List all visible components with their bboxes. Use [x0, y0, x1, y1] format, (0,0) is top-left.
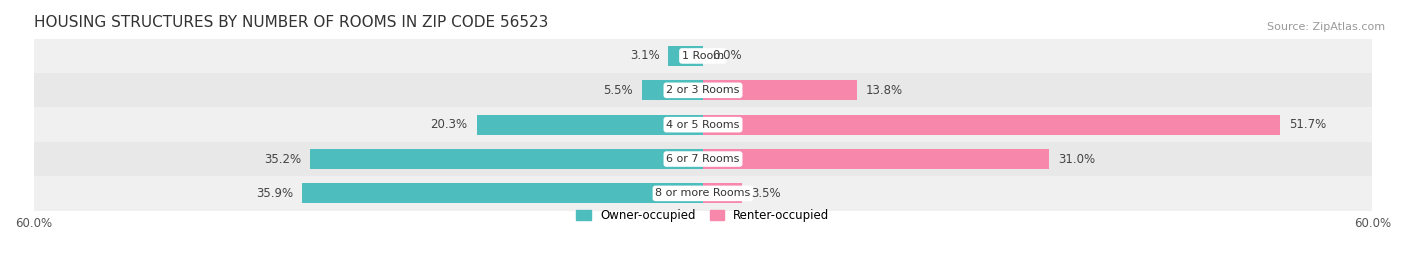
Text: 4 or 5 Rooms: 4 or 5 Rooms: [666, 120, 740, 130]
Text: 1 Room: 1 Room: [682, 51, 724, 61]
Text: 0.0%: 0.0%: [711, 49, 741, 62]
Text: 51.7%: 51.7%: [1289, 118, 1326, 131]
Text: 2 or 3 Rooms: 2 or 3 Rooms: [666, 85, 740, 95]
Bar: [703, 80, 858, 100]
Bar: [34, 39, 1372, 73]
Text: 13.8%: 13.8%: [866, 84, 903, 97]
Text: 31.0%: 31.0%: [1057, 153, 1095, 165]
Bar: [34, 142, 1372, 176]
Text: 35.2%: 35.2%: [264, 153, 301, 165]
Text: 3.5%: 3.5%: [751, 187, 780, 200]
Bar: [34, 73, 1372, 108]
Text: 6 or 7 Rooms: 6 or 7 Rooms: [666, 154, 740, 164]
Legend: Owner-occupied, Renter-occupied: Owner-occupied, Renter-occupied: [576, 209, 830, 222]
Bar: [302, 183, 703, 203]
Bar: [34, 176, 1372, 211]
Bar: [668, 46, 703, 66]
Bar: [703, 149, 1049, 169]
Text: 35.9%: 35.9%: [256, 187, 294, 200]
Text: 3.1%: 3.1%: [630, 49, 659, 62]
Bar: [641, 80, 703, 100]
Text: 5.5%: 5.5%: [603, 84, 633, 97]
Bar: [703, 115, 1279, 135]
Text: 8 or more Rooms: 8 or more Rooms: [655, 188, 751, 199]
Text: HOUSING STRUCTURES BY NUMBER OF ROOMS IN ZIP CODE 56523: HOUSING STRUCTURES BY NUMBER OF ROOMS IN…: [34, 15, 548, 30]
Bar: [34, 108, 1372, 142]
Bar: [311, 149, 703, 169]
Text: Source: ZipAtlas.com: Source: ZipAtlas.com: [1267, 22, 1385, 31]
Text: 20.3%: 20.3%: [430, 118, 468, 131]
Bar: [703, 183, 742, 203]
Bar: [477, 115, 703, 135]
